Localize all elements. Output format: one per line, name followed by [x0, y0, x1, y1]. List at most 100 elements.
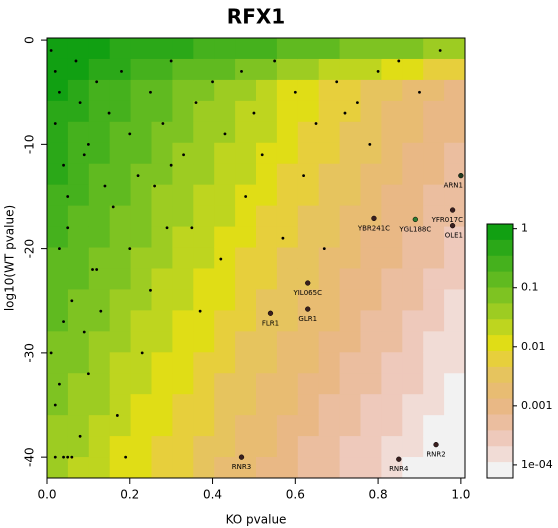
colorbar-segment	[487, 462, 513, 479]
heat-cell	[276, 184, 299, 207]
heat-cell	[256, 163, 278, 186]
heat-cell	[172, 226, 194, 249]
heat-cell	[67, 100, 90, 123]
heat-cell	[423, 226, 445, 249]
heat-cell	[402, 247, 424, 269]
heat-cell	[444, 247, 466, 269]
heat-cell	[130, 226, 152, 249]
heat-cell	[67, 331, 90, 353]
heat-cell	[214, 247, 236, 269]
heat-cell	[339, 121, 361, 144]
heat-cell	[381, 79, 403, 102]
heat-cell	[402, 58, 424, 81]
heat-cell	[235, 394, 257, 416]
heat-cell	[444, 121, 466, 144]
heat-cell	[47, 436, 69, 458]
colorbar-segment	[487, 271, 513, 288]
heat-cell	[381, 436, 403, 458]
point	[293, 90, 297, 94]
heat-cell	[214, 184, 236, 207]
heat-cell	[109, 79, 132, 102]
heat-cell	[214, 394, 236, 416]
point	[62, 320, 65, 324]
heat-cell	[423, 247, 445, 269]
heat-cell	[47, 163, 69, 186]
heat-cell	[339, 268, 361, 290]
heat-cell	[172, 100, 194, 123]
heat-cell	[402, 415, 424, 437]
heat-cell	[88, 247, 111, 269]
colorbar-tick-label: 0.1	[521, 281, 539, 294]
heat-cell	[88, 415, 111, 437]
heat-cell	[339, 310, 361, 332]
heat-cell	[276, 163, 299, 186]
heat-cell	[318, 289, 341, 311]
heat-cell	[318, 121, 341, 144]
heat-cell	[47, 142, 69, 165]
heat-cell	[276, 394, 299, 416]
heat-cell	[67, 457, 90, 479]
heat-cell	[256, 457, 278, 479]
heat-cell	[109, 163, 132, 186]
heat-cell	[402, 352, 424, 374]
point	[120, 69, 123, 73]
heat-cell	[423, 38, 445, 60]
heat-cell	[109, 352, 132, 374]
heat-cell	[172, 310, 194, 332]
point	[62, 455, 65, 459]
heat-cell	[172, 268, 194, 290]
heat-cell	[318, 100, 341, 123]
heat-cell	[444, 436, 466, 458]
heat-cell	[297, 457, 320, 479]
heat-cell	[297, 184, 320, 207]
y-tick-label: -10	[23, 135, 37, 155]
heat-cell	[67, 415, 90, 437]
heat-cell	[318, 394, 341, 416]
point	[86, 142, 90, 146]
gene-point	[371, 215, 377, 222]
heat-cell	[297, 289, 320, 311]
gene-point	[396, 456, 402, 462]
heatmap-background	[47, 38, 466, 479]
heat-cell	[360, 142, 382, 165]
heat-cell	[402, 289, 424, 311]
heat-cell	[67, 310, 90, 332]
heat-cell	[360, 268, 382, 290]
heat-cell	[67, 373, 90, 395]
heat-cell	[67, 142, 90, 165]
heat-cell	[444, 331, 466, 353]
point	[66, 226, 70, 230]
heat-cell	[235, 415, 257, 437]
heat-cell	[276, 38, 299, 60]
heat-cell	[381, 394, 403, 416]
heat-cell	[297, 331, 320, 353]
colorbar-frame	[486, 223, 514, 479]
heat-cell	[256, 331, 278, 353]
colorbar-tick-label: 0.001	[521, 399, 553, 412]
heat-cell	[47, 58, 69, 81]
heat-cell	[88, 310, 111, 332]
x-tick-label: 0.8	[369, 488, 388, 502]
heat-cell	[297, 415, 320, 437]
heat-cell	[318, 58, 341, 81]
point	[376, 69, 380, 73]
heat-cell	[235, 58, 257, 81]
heat-cell	[130, 352, 152, 374]
heat-cell	[67, 79, 90, 102]
heat-cell	[214, 205, 236, 228]
heat-cell	[151, 163, 173, 186]
heat-cell	[172, 205, 194, 228]
heat-cell	[381, 310, 403, 332]
point	[190, 226, 194, 230]
heat-cell	[339, 247, 361, 269]
point	[62, 163, 65, 167]
point	[58, 247, 61, 251]
gene-label: RNR3	[232, 463, 251, 471]
heat-cell	[88, 142, 111, 165]
heat-cell	[130, 331, 152, 353]
heat-cell	[339, 79, 361, 102]
heat-cell	[130, 289, 152, 311]
point	[182, 153, 185, 157]
gene-label: YGL188C	[398, 225, 431, 233]
gene-point	[305, 280, 311, 286]
